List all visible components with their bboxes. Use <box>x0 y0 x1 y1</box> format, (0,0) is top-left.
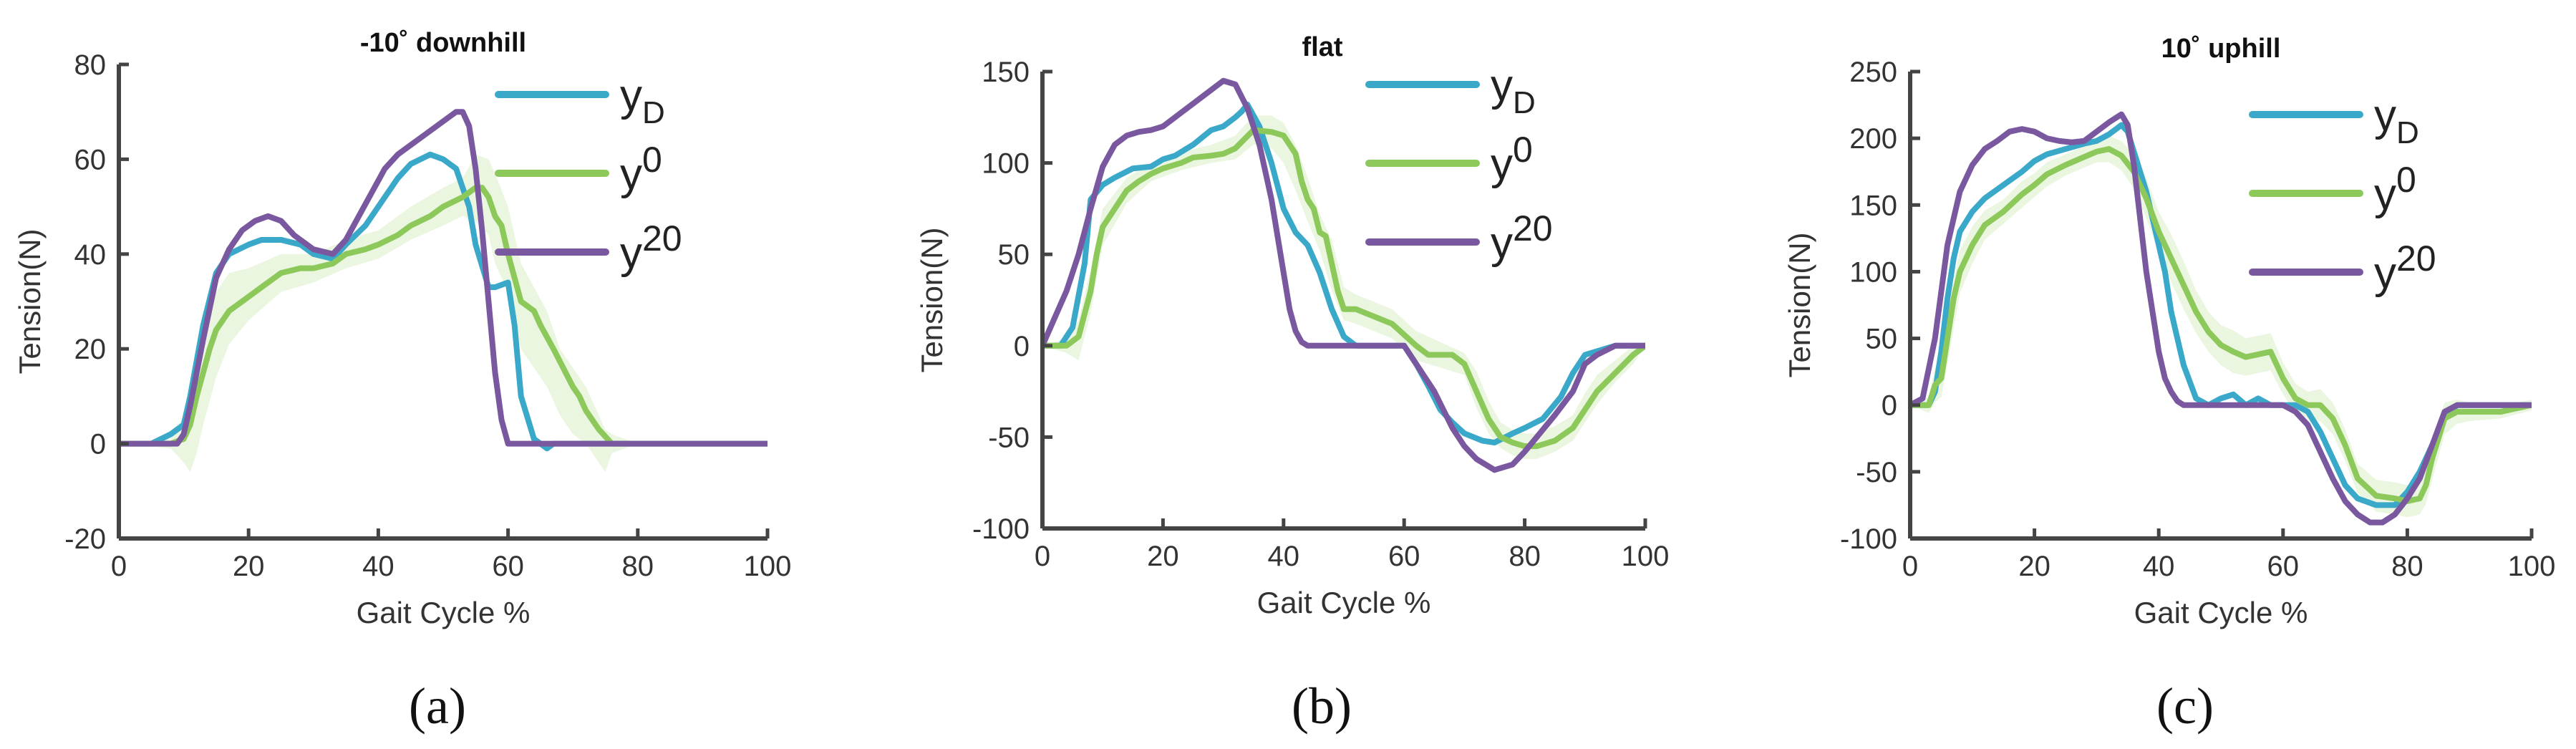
y-tick-label: -50 <box>1856 457 1897 488</box>
x-tick-label: 60 <box>1388 541 1420 572</box>
y-tick-label: 50 <box>1866 324 1898 355</box>
legend-label-yD: yD <box>2374 91 2419 150</box>
chart-panel-b: 0 20 40 60 80 100 -100 -50 0 50 100 150 Gait Cycle %… <box>915 32 1669 735</box>
y-tick-label: -20 <box>64 523 106 555</box>
x-tick-label: 100 <box>744 551 792 582</box>
x-axis-label: Gait Cycle % <box>1257 586 1431 619</box>
series-line-yD <box>1042 101 1645 446</box>
x-tick-label: 20 <box>233 551 265 582</box>
panel-label: (b) <box>1292 677 1352 735</box>
legend-item-yD: yD <box>495 71 665 130</box>
x-tick-label: 40 <box>2143 551 2175 582</box>
y-axis-label: Tension(N) <box>13 228 47 374</box>
legend-label-y20: y20 <box>620 218 682 278</box>
series-line-y20 <box>119 109 768 447</box>
panel-label: (a) <box>409 677 466 735</box>
y-axis-label: Tension(N) <box>1783 232 1816 377</box>
legend-item-yD: yD <box>2249 91 2419 150</box>
legend-item-y20: y20 <box>1365 208 1553 268</box>
x-tick-label: 60 <box>492 551 524 582</box>
series-y0-confidence-band <box>1910 135 2532 518</box>
y-tick-label: 150 <box>982 57 1030 88</box>
x-tick-label: 80 <box>2391 551 2424 582</box>
x-tick-label: 80 <box>1509 541 1541 572</box>
y-tick-label: 20 <box>74 334 107 365</box>
x-tick-label: 60 <box>2267 551 2300 582</box>
legend-label-y0: y0 <box>1491 130 1533 189</box>
y-tick-label: -100 <box>972 513 1030 545</box>
x-tick-label: 40 <box>362 551 394 582</box>
y-tick-label: 0 <box>1882 390 1897 422</box>
y-tick-label: -100 <box>1840 523 1897 555</box>
legend-label-y0: y0 <box>620 140 662 199</box>
x-tick-label: 40 <box>1268 541 1300 572</box>
legend-label-y20: y20 <box>2374 238 2436 298</box>
y-tick-label: 50 <box>998 239 1030 271</box>
legend-label-y20: y20 <box>1491 208 1553 268</box>
x-axis-label: Gait Cycle % <box>2134 596 2308 629</box>
series-line-y20 <box>1910 111 2532 526</box>
legend-label-yD: yD <box>620 71 665 130</box>
y-tick-label: 0 <box>1014 331 1030 362</box>
y-tick-label: 200 <box>1849 123 1897 155</box>
y-tick-label: 150 <box>1849 190 1897 221</box>
series-line-yD <box>1910 122 2532 508</box>
x-tick-label: 0 <box>1902 551 1918 582</box>
x-tick-label: 0 <box>1035 541 1050 572</box>
legend-label-y0: y0 <box>2374 160 2416 219</box>
y-tick-label: -50 <box>988 422 1030 453</box>
x-tick-label: 0 <box>111 551 127 582</box>
series-y0-confidence-band <box>1042 115 1645 460</box>
x-tick-label: 100 <box>1622 541 1670 572</box>
series-line-y0 <box>119 185 768 447</box>
x-tick-label: 80 <box>622 551 654 582</box>
legend-item-y20: y20 <box>495 218 682 278</box>
y-axis-label: Tension(N) <box>915 227 949 372</box>
y-tick-label: 40 <box>74 239 107 271</box>
y-tick-label: 0 <box>90 429 106 460</box>
x-tick-label: 100 <box>2508 551 2556 582</box>
series-line-y0 <box>1910 146 2532 504</box>
y-tick-label: 60 <box>74 144 107 175</box>
y-tick-label: 80 <box>74 49 107 81</box>
chart-title: flat <box>1302 32 1343 62</box>
series-y0-confidence-band <box>119 154 768 473</box>
chart-title: -10˚ downhill <box>360 28 526 58</box>
x-tick-label: 20 <box>1147 541 1179 572</box>
panel-label: (c) <box>2156 677 2214 735</box>
series-line-y20 <box>1042 77 1645 473</box>
legend-label-yD: yD <box>1491 61 1536 120</box>
chart-panel-c: 0 20 40 60 80 100 -100 -50 0 50 100 150 200 250 Gait C… <box>1783 34 2555 735</box>
y-tick-label: 100 <box>982 148 1030 180</box>
x-tick-label: 20 <box>2018 551 2050 582</box>
legend-item-yD: yD <box>1365 61 1536 120</box>
series-line-y0 <box>1042 127 1645 450</box>
legend-item-y0: y0 <box>2249 160 2416 219</box>
chart-title: 10˚ uphill <box>2161 34 2281 64</box>
x-axis-label: Gait Cycle % <box>357 596 531 629</box>
y-tick-label: 250 <box>1849 57 1897 88</box>
legend-item-y20: y20 <box>2249 238 2436 298</box>
legend-item-y0: y0 <box>495 140 662 199</box>
legend-item-y0: y0 <box>1365 130 1533 189</box>
y-tick-label: 100 <box>1849 256 1897 288</box>
